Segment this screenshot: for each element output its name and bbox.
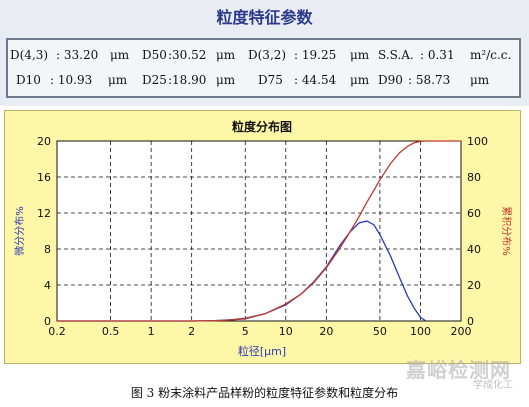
series-layer — [57, 140, 461, 322]
param-d75-value: : 44.54 — [294, 73, 337, 87]
right-tick-label: 20 — [467, 279, 481, 292]
left-tick-label: 16 — [37, 171, 51, 184]
param-d90-unit: μm — [470, 73, 490, 87]
right-tick-label: 80 — [467, 171, 481, 184]
x-tick-label: 5 — [242, 325, 249, 338]
left-tick-label: 20 — [37, 135, 51, 148]
param-d90-label: D90 — [378, 73, 403, 87]
x-tick-label: 1 — [148, 325, 155, 338]
x-tick-label: 50 — [373, 325, 387, 338]
param-d32-label: D(3,2) — [248, 48, 287, 62]
param-ssa-label: S.S.A. — [378, 48, 414, 62]
cumulative-distribution-line — [57, 140, 461, 322]
particle-size-chart: 粒度分布图 0.2 0.5 1 2 5 10 20 50 100 2000481216200204… — [13, 119, 512, 358]
x-axis-label: 粒径[μm] — [238, 344, 286, 358]
tick-label-layer: 0.2 0.5 1 2 5 10 20 50 100 2000481216200204060801… — [37, 135, 488, 338]
param-d10-label: D10 — [16, 73, 41, 87]
right-tick-label: 100 — [467, 135, 488, 148]
figure-caption: 图 3 粉末涂料产品样粉的粒度特征参数和粒度分布 — [130, 386, 399, 400]
param-d90-value: : 58.73 — [408, 73, 451, 87]
left-tick-label: 12 — [37, 207, 51, 220]
right-tick-label: 60 — [467, 207, 481, 220]
chart-frame: 粒度分布图 0.2 0.5 1 2 5 10 20 50 100 200 0 4 8 12 16 20 0 20 4… — [4, 110, 521, 364]
param-d50-unit: μm — [216, 48, 236, 62]
left-tick-label: 4 — [44, 279, 51, 292]
left-axis-label: 微分分布% — [13, 206, 26, 256]
plot-area — [56, 140, 462, 322]
x-tick-label: 10 — [279, 325, 293, 338]
left-tick-label: 0 — [44, 315, 51, 328]
right-axis-label: 累积分布% — [500, 206, 512, 256]
x-tick-label: 2 — [188, 325, 195, 338]
param-d75-unit: μm — [350, 73, 370, 87]
x-tick-label: 0.5 — [102, 325, 120, 338]
param-d32-value: : 19.25 — [294, 48, 337, 62]
grid-layer — [57, 141, 461, 321]
left-tick-label: 8 — [44, 243, 51, 256]
watermark-sub: 学成化工 — [473, 380, 513, 391]
param-d10-unit: μm — [108, 73, 128, 87]
x-tick-label: 0.2 — [48, 325, 66, 338]
param-d75-label: D75 — [258, 73, 283, 87]
x-tick-label: 200 — [451, 325, 472, 338]
param-d43-label: D(4,3) — [10, 48, 49, 62]
param-d25-unit: μm — [216, 73, 236, 87]
param-d32-unit: μm — [350, 48, 370, 62]
param-d10-value: : 10.93 — [50, 73, 93, 87]
watermark: 嘉峪检测网 — [406, 358, 511, 382]
params-box: D(4,3) : 33.20 μm D50 :30.52 μm D(3,2) :… — [6, 38, 521, 98]
right-tick-label: 0 — [467, 315, 474, 328]
param-d50-value: :30.52 — [168, 48, 207, 62]
x-tick-label: 20 — [319, 325, 333, 338]
param-ssa-value: : 0.31 — [420, 48, 455, 62]
x-tick-label: 100 — [410, 325, 431, 338]
param-d43-value: : 33.20 — [56, 48, 99, 62]
param-d25-value: :18.90 — [168, 73, 207, 87]
report-title: 粒度特征参数 — [216, 8, 313, 27]
param-d43-unit: μm — [110, 48, 130, 62]
param-d25-label: D25 — [142, 73, 167, 87]
param-ssa-unit: m²/c.c. — [470, 48, 512, 62]
top-panel: 粒度特征参数 D(4,3) : 33.20 μm D50 :30.52 μm D… — [0, 0, 529, 106]
right-tick-label: 40 — [467, 243, 481, 256]
param-d50-label: D50 — [142, 48, 167, 62]
chart-title: 粒度分布图 — [232, 119, 292, 134]
